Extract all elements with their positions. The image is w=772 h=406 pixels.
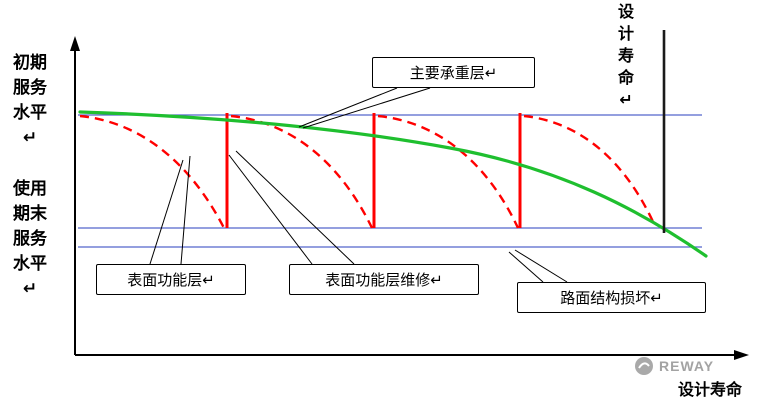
functional-layer-curve-1 <box>79 114 226 229</box>
reway-logo-icon <box>635 357 653 375</box>
surface-repair-callout-leader <box>228 150 355 265</box>
functional-layer-curve-3 <box>377 114 520 229</box>
bearing-layer-curve <box>78 110 708 258</box>
y-axis-arrow-icon <box>70 36 80 51</box>
main-bearing-callout-leader <box>298 87 431 129</box>
terminal-service-level-label: 使用 期末 服务 水平↵ <box>13 179 47 298</box>
surface-functional-layer-callout: 表面功能层↵ <box>96 264 246 295</box>
main-bearing-layer-callout: 主要承重层↵ <box>372 57 535 88</box>
structure-damage-callout-leader <box>508 249 568 283</box>
functional-layer-curve-4 <box>523 114 657 227</box>
initial-service-level-label: 初期 服务 水平↵ <box>13 53 47 147</box>
watermark-brand-text: REWAY <box>659 358 715 374</box>
surface-functional-callout-leader <box>149 155 191 265</box>
watermark: REWAY <box>634 356 714 376</box>
functional-layer-curve-2 <box>230 114 374 229</box>
design-life-vertical-label: 设 计 寿 命 ↵ <box>617 4 634 109</box>
surface-functional-layer-repair-callout: 表面功能层维修↵ <box>289 264 479 295</box>
x-axis-arrow-icon <box>734 350 749 360</box>
pavement-structure-damage-callout: 路面结构损坏↵ <box>517 282 706 313</box>
design-life-axis-label: 设计寿命 <box>678 382 743 399</box>
